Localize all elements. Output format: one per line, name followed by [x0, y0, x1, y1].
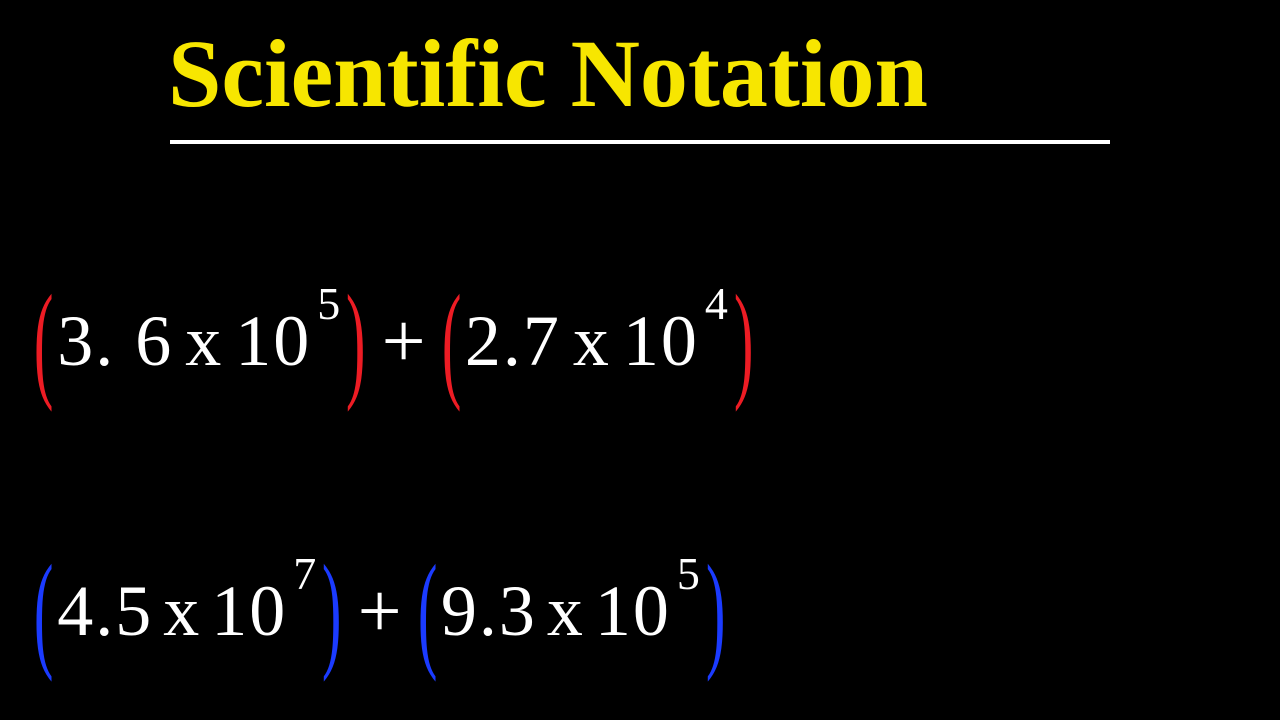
open-paren-icon: ( [34, 276, 53, 406]
coefficient: 2.7 [465, 305, 561, 377]
times-icon: x [537, 575, 595, 647]
term: 9.3 x 10 5 [435, 575, 708, 647]
exponent: 7 [293, 551, 318, 597]
close-paren-icon: ) [706, 546, 725, 676]
base: 10 [595, 575, 671, 647]
slide-canvas: Scientific Notation ( 3. 6 x 10 5 ) + ( … [0, 0, 1280, 720]
times-icon: x [561, 305, 623, 377]
times-icon: x [153, 575, 211, 647]
base: 10 [623, 305, 699, 377]
close-paren-icon: ) [346, 276, 365, 406]
term: 3. 6 x 10 5 [51, 305, 348, 377]
expression-row-1: ( 3. 6 x 10 5 ) + ( 2.7 x 10 4 ) [36, 276, 751, 406]
coefficient: 9.3 [441, 575, 537, 647]
open-paren-icon: ( [442, 276, 461, 406]
term: 2.7 x 10 4 [459, 305, 736, 377]
close-paren-icon: ) [734, 276, 753, 406]
exponent: 5 [677, 551, 702, 597]
exponent: 4 [705, 281, 730, 327]
open-paren-icon: ( [418, 546, 437, 676]
open-paren-icon: ( [34, 546, 53, 676]
base: 10 [211, 575, 287, 647]
plus-icon: + [364, 296, 444, 386]
close-paren-icon: ) [322, 546, 341, 676]
coefficient: 3. 6 [57, 305, 173, 377]
base: 10 [235, 305, 311, 377]
times-icon: x [173, 305, 235, 377]
coefficient: 4.5 [57, 575, 153, 647]
exponent: 5 [317, 281, 342, 327]
expression-row-2: ( 4.5 x 10 7 ) + ( 9.3 x 10 5 ) [36, 546, 723, 676]
term: 4.5 x 10 7 [51, 575, 324, 647]
slide-title: Scientific Notation [168, 18, 928, 129]
title-underline [170, 140, 1110, 144]
plus-icon: + [340, 566, 420, 656]
